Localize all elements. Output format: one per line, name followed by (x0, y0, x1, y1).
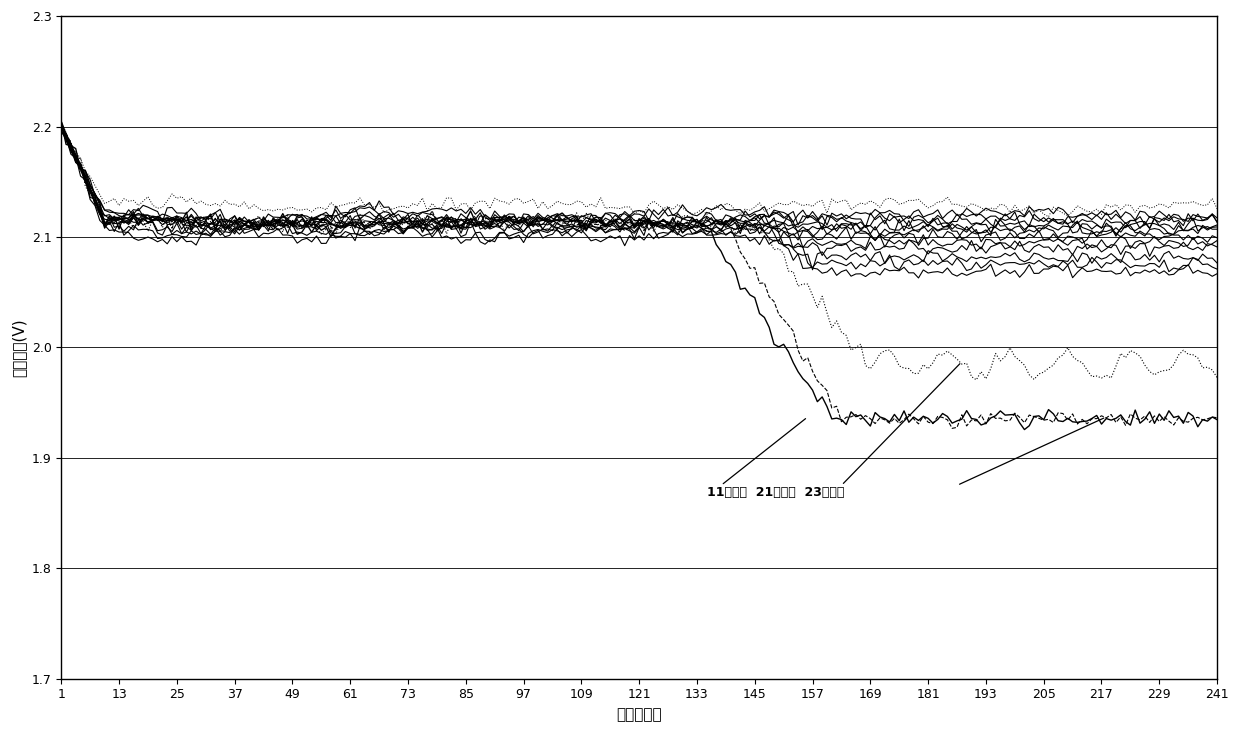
Text: 11号电池  21号电池  23号电池: 11号电池 21号电池 23号电池 (707, 487, 844, 499)
X-axis label: 放电时间点: 放电时间点 (616, 707, 662, 722)
Y-axis label: 电池电压(V): 电池电压(V) (11, 318, 26, 377)
